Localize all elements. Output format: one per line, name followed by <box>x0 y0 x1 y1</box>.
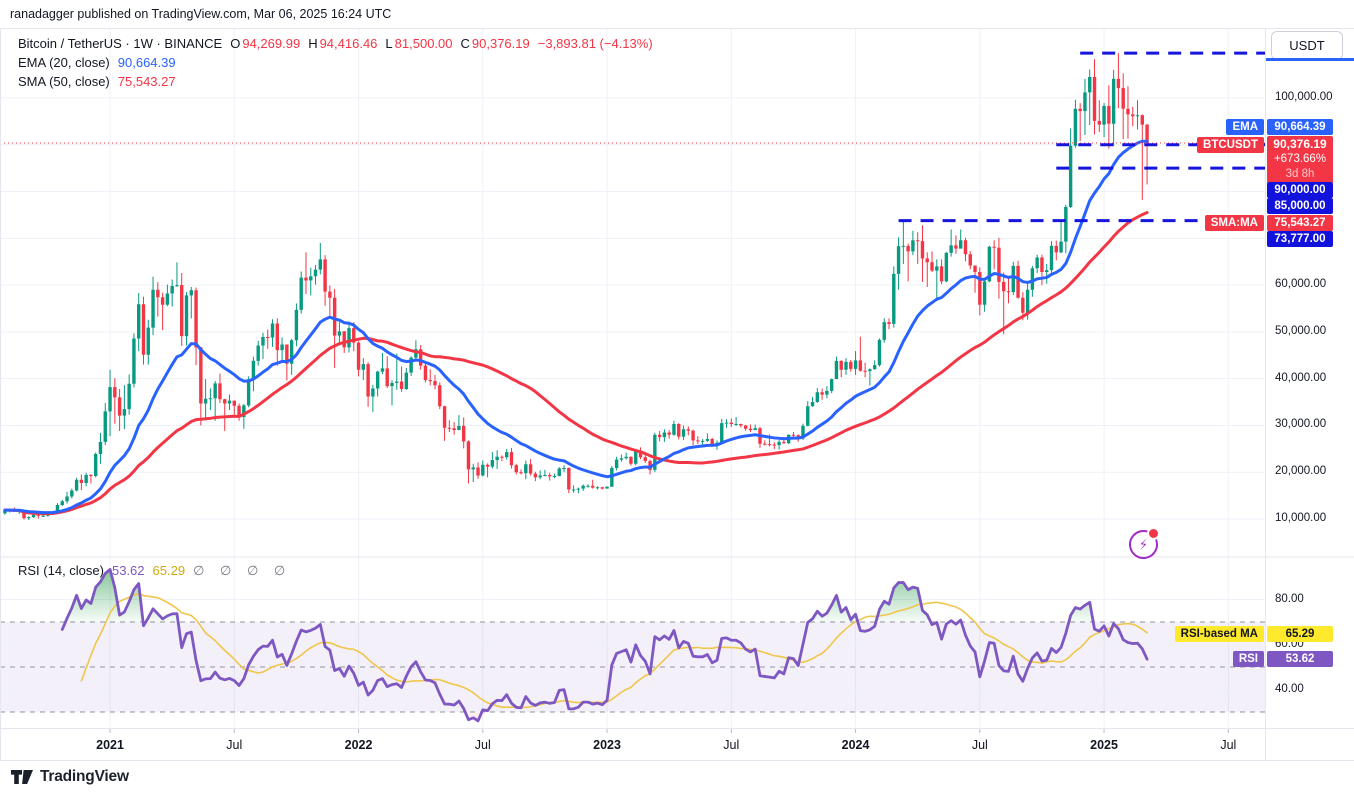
price-tick-label: 30,000.00 <box>1275 418 1327 431</box>
ema-value: 90,664.39 <box>117 55 176 70</box>
time-tick-label: Jul <box>1220 738 1237 752</box>
price-tick-label: 60,000.00 <box>1275 278 1327 291</box>
tradingview-wordmark: TradingView <box>40 768 129 785</box>
price-scale-badges: 90,664.39 90,376.19 +673.66% 3d 8h 90,00… <box>1266 0 1354 760</box>
tradingview-logo-icon <box>11 769 33 784</box>
boost-reaction-icon[interactable]: ⚡ <box>1127 527 1160 561</box>
price-tick-label: 100,000.00 <box>1275 91 1333 103</box>
symbol-legend: Bitcoin / TetherUS · 1W · BINANCE O 94,26… <box>18 36 653 93</box>
rsi-tick-label: 80.00 <box>1275 592 1304 605</box>
price-tick-label: 20,000.00 <box>1275 465 1327 478</box>
attribution-text: ranadagger published on TradingView.com,… <box>10 7 392 21</box>
time-tick-label: Jul <box>226 738 243 752</box>
rsi-legend-row[interactable]: RSI (14, close) 53.62 65.29 ∅ ∅ ∅ ∅ <box>18 563 291 579</box>
last-price-value: 90,376.19 <box>1273 137 1327 151</box>
price-scale-accent-line <box>1266 58 1354 61</box>
time-tick-label: 2024 <box>841 738 870 752</box>
ema-price-tag: EMA <box>1226 119 1264 135</box>
rsi-value: 53.62 <box>111 563 145 578</box>
open-value: O 94,269.99 <box>230 36 301 51</box>
time-tick-label: 2023 <box>593 738 621 752</box>
price-tick-label: 10,000.00 <box>1275 512 1327 524</box>
time-tick-label: Jul <box>474 738 491 752</box>
time-tick-label: 2025 <box>1090 738 1118 752</box>
price-tick-label: 40,000.00 <box>1275 371 1327 384</box>
symbol-price-tag: BTCUSDT <box>1197 137 1264 153</box>
sma-legend-row[interactable]: SMA (50, close) 75,543.27 <box>18 74 653 89</box>
rsi-label: RSI (14, close) <box>18 563 104 578</box>
time-tick-label: Jul <box>723 738 740 752</box>
sma-label: SMA (50, close) <box>18 74 110 89</box>
last-price-badge: 90,376.19 +673.66% 3d 8h <box>1267 136 1333 183</box>
rsi-tick-label: 40.00 <box>1275 682 1304 695</box>
currency-toggle-button[interactable]: USDT <box>1271 31 1343 60</box>
close-value: C 90,376.19 <box>460 36 530 51</box>
level-badge-90000: 90,000.00 <box>1267 182 1333 198</box>
low-value: L 81,500.00 <box>385 36 453 51</box>
rsi-value-badge: 53.62 <box>1267 651 1333 667</box>
rsi-ma-tag: RSI-based MA <box>1174 626 1264 642</box>
rsi-ma-value: 65.29 <box>152 563 186 578</box>
sma-value: 75,543.27 <box>117 74 176 89</box>
level-badge-85000: 85,000.00 <box>1267 198 1333 214</box>
time-tick-label: 2021 <box>96 738 124 752</box>
notification-dot <box>1147 527 1160 540</box>
level-badge-73777: 73,777.00 <box>1267 231 1333 247</box>
change-value: −3,893.81 (−4.13%) <box>537 36 653 51</box>
bar-countdown: 3d 8h <box>1285 168 1315 180</box>
rsi-tag: RSI <box>1232 651 1264 667</box>
time-tick-label: Jul <box>971 738 988 752</box>
last-price-change-pct: +673.66% <box>1273 153 1327 165</box>
ema-legend-row[interactable]: EMA (20, close) 90,664.39 <box>18 55 653 70</box>
sma-value-badge: 75,543.27 <box>1267 215 1333 231</box>
time-tick-label: 2022 <box>344 738 373 752</box>
rsi-ma-value-badge: 65.29 <box>1267 626 1333 642</box>
symbol-title: Bitcoin / TetherUS · 1W · BINANCE <box>18 36 223 51</box>
ema-label: EMA (20, close) <box>18 55 110 70</box>
rsi-legend: RSI (14, close) 53.62 65.29 ∅ ∅ ∅ ∅ <box>18 563 291 583</box>
time-axis[interactable]: 2021 Jul 2022 Jul 2023 Jul 2024 Jul 2025 Jul <box>0 728 1354 760</box>
price-scale[interactable]: USDT 100,000.00 60,000.00 50,000.00 40,000.… <box>1266 0 1354 760</box>
high-value: H 94,416.46 <box>308 36 378 51</box>
ema-value-badge: 90,664.39 <box>1267 119 1333 135</box>
tradingview-logo[interactable]: TradingView <box>11 768 129 786</box>
symbol-info-row[interactable]: Bitcoin / TetherUS · 1W · BINANCE O 94,26… <box>18 36 653 51</box>
price-tick-label: 50,000.00 <box>1275 324 1327 337</box>
sma-price-tag: SMA:MA <box>1204 215 1264 231</box>
rsi-hidden-values: ∅ ∅ ∅ ∅ <box>193 563 292 578</box>
